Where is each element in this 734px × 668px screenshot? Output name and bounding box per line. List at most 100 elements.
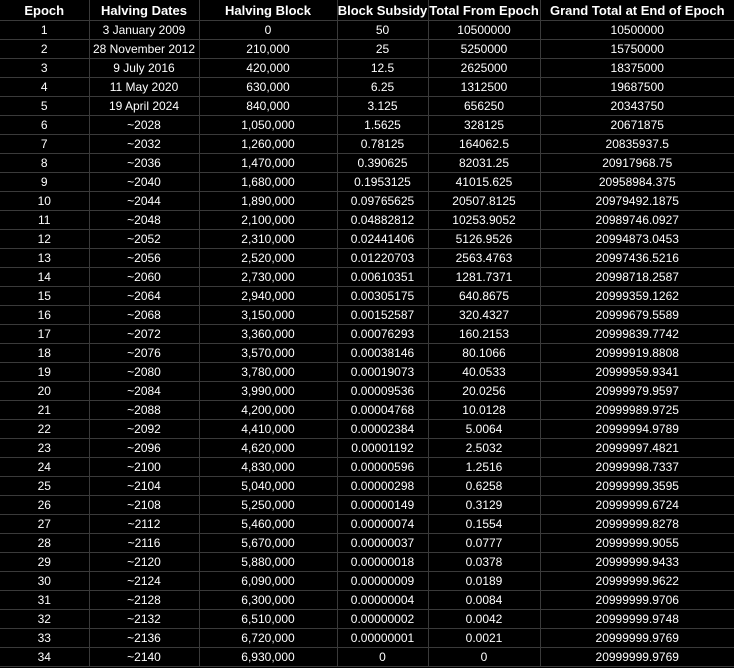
cell-halving-date: ~2080 (89, 362, 200, 382)
cell-epoch: 30 (0, 571, 90, 591)
cell-halving-date: 9 July 2016 (89, 58, 200, 78)
table-row: 22 ~2092 4,410,000 0.00002384 5.0064 20999994… (0, 419, 734, 439)
cell-halving-block: 3,150,000 (199, 305, 338, 325)
cell-epoch: 11 (0, 210, 90, 230)
cell-total-from-epoch: 1312500 (428, 77, 541, 97)
cell-block-subsidy: 0.00019073 (337, 362, 429, 382)
table-row: 6 ~2028 1,050,000 1.5625 328125 20671875 (0, 115, 734, 135)
cell-epoch: 24 (0, 457, 90, 477)
cell-total-from-epoch: 0.3129 (428, 495, 541, 515)
cell-epoch: 6 (0, 115, 90, 135)
cell-total-from-epoch: 0.0042 (428, 609, 541, 629)
cell-block-subsidy: 0.78125 (337, 134, 429, 154)
cell-halving-date: 28 November 2012 (89, 39, 200, 59)
cell-total-from-epoch: 41015.625 (428, 172, 541, 192)
cell-epoch: 26 (0, 495, 90, 515)
cell-halving-date: ~2040 (89, 172, 200, 192)
table-row: 19 ~2080 3,780,000 0.00019073 40.0533 2099995… (0, 362, 734, 382)
cell-halving-date: ~2136 (89, 628, 200, 648)
cell-halving-block: 2,940,000 (199, 286, 338, 306)
table-row: 7 ~2032 1,260,000 0.78125 164062.5 20835937.5 (0, 134, 734, 154)
cell-halving-block: 6,090,000 (199, 571, 338, 591)
cell-halving-block: 6,930,000 (199, 647, 338, 667)
cell-grand-total: 20999999.9706 (540, 590, 734, 610)
cell-block-subsidy: 0.01220703 (337, 248, 429, 268)
cell-total-from-epoch: 0.0189 (428, 571, 541, 591)
cell-epoch: 16 (0, 305, 90, 325)
cell-grand-total: 20994873.0453 (540, 229, 734, 249)
cell-grand-total: 20917968.75 (540, 153, 734, 173)
cell-epoch: 7 (0, 134, 90, 154)
cell-grand-total: 20999679.5589 (540, 305, 734, 325)
header-grand-total: Grand Total at End of Epoch (540, 0, 734, 21)
cell-grand-total: 20999999.9748 (540, 609, 734, 629)
cell-epoch: 2 (0, 39, 90, 59)
table-row: 15 ~2064 2,940,000 0.00305175 640.8675 209993… (0, 286, 734, 306)
cell-halving-date: ~2072 (89, 324, 200, 344)
cell-halving-date: ~2084 (89, 381, 200, 401)
cell-grand-total: 20999999.9055 (540, 533, 734, 553)
cell-halving-block: 1,890,000 (199, 191, 338, 211)
table-row: 23 ~2096 4,620,000 0.00001192 2.5032 20999997… (0, 438, 734, 458)
cell-halving-block: 3,360,000 (199, 324, 338, 344)
cell-grand-total: 20999359.1262 (540, 286, 734, 306)
cell-halving-date: ~2100 (89, 457, 200, 477)
cell-epoch: 21 (0, 400, 90, 420)
cell-block-subsidy: 0.00000018 (337, 552, 429, 572)
cell-halving-date: ~2112 (89, 514, 200, 534)
header-row: Epoch Halving Dates Halving Block Block … (0, 0, 734, 21)
header-total-from-epoch: Total From Epoch (428, 0, 541, 21)
cell-halving-date: ~2032 (89, 134, 200, 154)
cell-total-from-epoch: 80.1066 (428, 343, 541, 363)
header-epoch: Epoch (0, 0, 90, 21)
cell-halving-date: ~2092 (89, 419, 200, 439)
cell-block-subsidy: 0.00000596 (337, 457, 429, 477)
cell-block-subsidy: 0.00001192 (337, 438, 429, 458)
cell-halving-block: 2,520,000 (199, 248, 338, 268)
table-row: 26 ~2108 5,250,000 0.00000149 0.3129 20999999… (0, 495, 734, 515)
cell-epoch: 8 (0, 153, 90, 173)
cell-block-subsidy: 0 (337, 647, 429, 667)
table-row: 30 ~2124 6,090,000 0.00000009 0.0189 20999999… (0, 571, 734, 591)
cell-total-from-epoch: 5250000 (428, 39, 541, 59)
cell-halving-block: 4,410,000 (199, 419, 338, 439)
cell-grand-total: 20979492.1875 (540, 191, 734, 211)
cell-grand-total: 20999998.7337 (540, 457, 734, 477)
cell-halving-date: ~2132 (89, 609, 200, 629)
cell-epoch: 22 (0, 419, 90, 439)
cell-grand-total: 20999919.8808 (540, 343, 734, 363)
table-row: 9 ~2040 1,680,000 0.1953125 41015.625 2095898… (0, 172, 734, 192)
cell-halving-date: ~2104 (89, 476, 200, 496)
cell-epoch: 9 (0, 172, 90, 192)
cell-grand-total: 20999839.7742 (540, 324, 734, 344)
table-row: 2 28 November 2012 210,000 25 5250000 1575000… (0, 39, 734, 59)
cell-epoch: 20 (0, 381, 90, 401)
cell-block-subsidy: 50 (337, 20, 429, 40)
cell-halving-date: ~2076 (89, 343, 200, 363)
cell-total-from-epoch: 0.0021 (428, 628, 541, 648)
cell-halving-date: ~2108 (89, 495, 200, 515)
cell-total-from-epoch: 320.4327 (428, 305, 541, 325)
table-row: 12 ~2052 2,310,000 0.02441406 5126.9526 20994… (0, 229, 734, 249)
cell-grand-total: 19687500 (540, 77, 734, 97)
table-row: 31 ~2128 6,300,000 0.00000004 0.0084 20999999… (0, 590, 734, 610)
cell-epoch: 15 (0, 286, 90, 306)
cell-epoch: 33 (0, 628, 90, 648)
cell-block-subsidy: 0.00000149 (337, 495, 429, 515)
cell-total-from-epoch: 1.2516 (428, 457, 541, 477)
cell-block-subsidy: 0.00000004 (337, 590, 429, 610)
cell-halving-date: ~2036 (89, 153, 200, 173)
cell-epoch: 31 (0, 590, 90, 610)
cell-epoch: 13 (0, 248, 90, 268)
table-row: 16 ~2068 3,150,000 0.00152587 320.4327 209996… (0, 305, 734, 325)
cell-epoch: 12 (0, 229, 90, 249)
cell-epoch: 19 (0, 362, 90, 382)
cell-halving-block: 5,250,000 (199, 495, 338, 515)
cell-total-from-epoch: 2.5032 (428, 438, 541, 458)
cell-epoch: 18 (0, 343, 90, 363)
cell-halving-block: 6,510,000 (199, 609, 338, 629)
cell-grand-total: 10500000 (540, 20, 734, 40)
cell-halving-block: 2,730,000 (199, 267, 338, 287)
table-row: 21 ~2088 4,200,000 0.00004768 10.0128 2099998… (0, 400, 734, 420)
cell-halving-block: 630,000 (199, 77, 338, 97)
